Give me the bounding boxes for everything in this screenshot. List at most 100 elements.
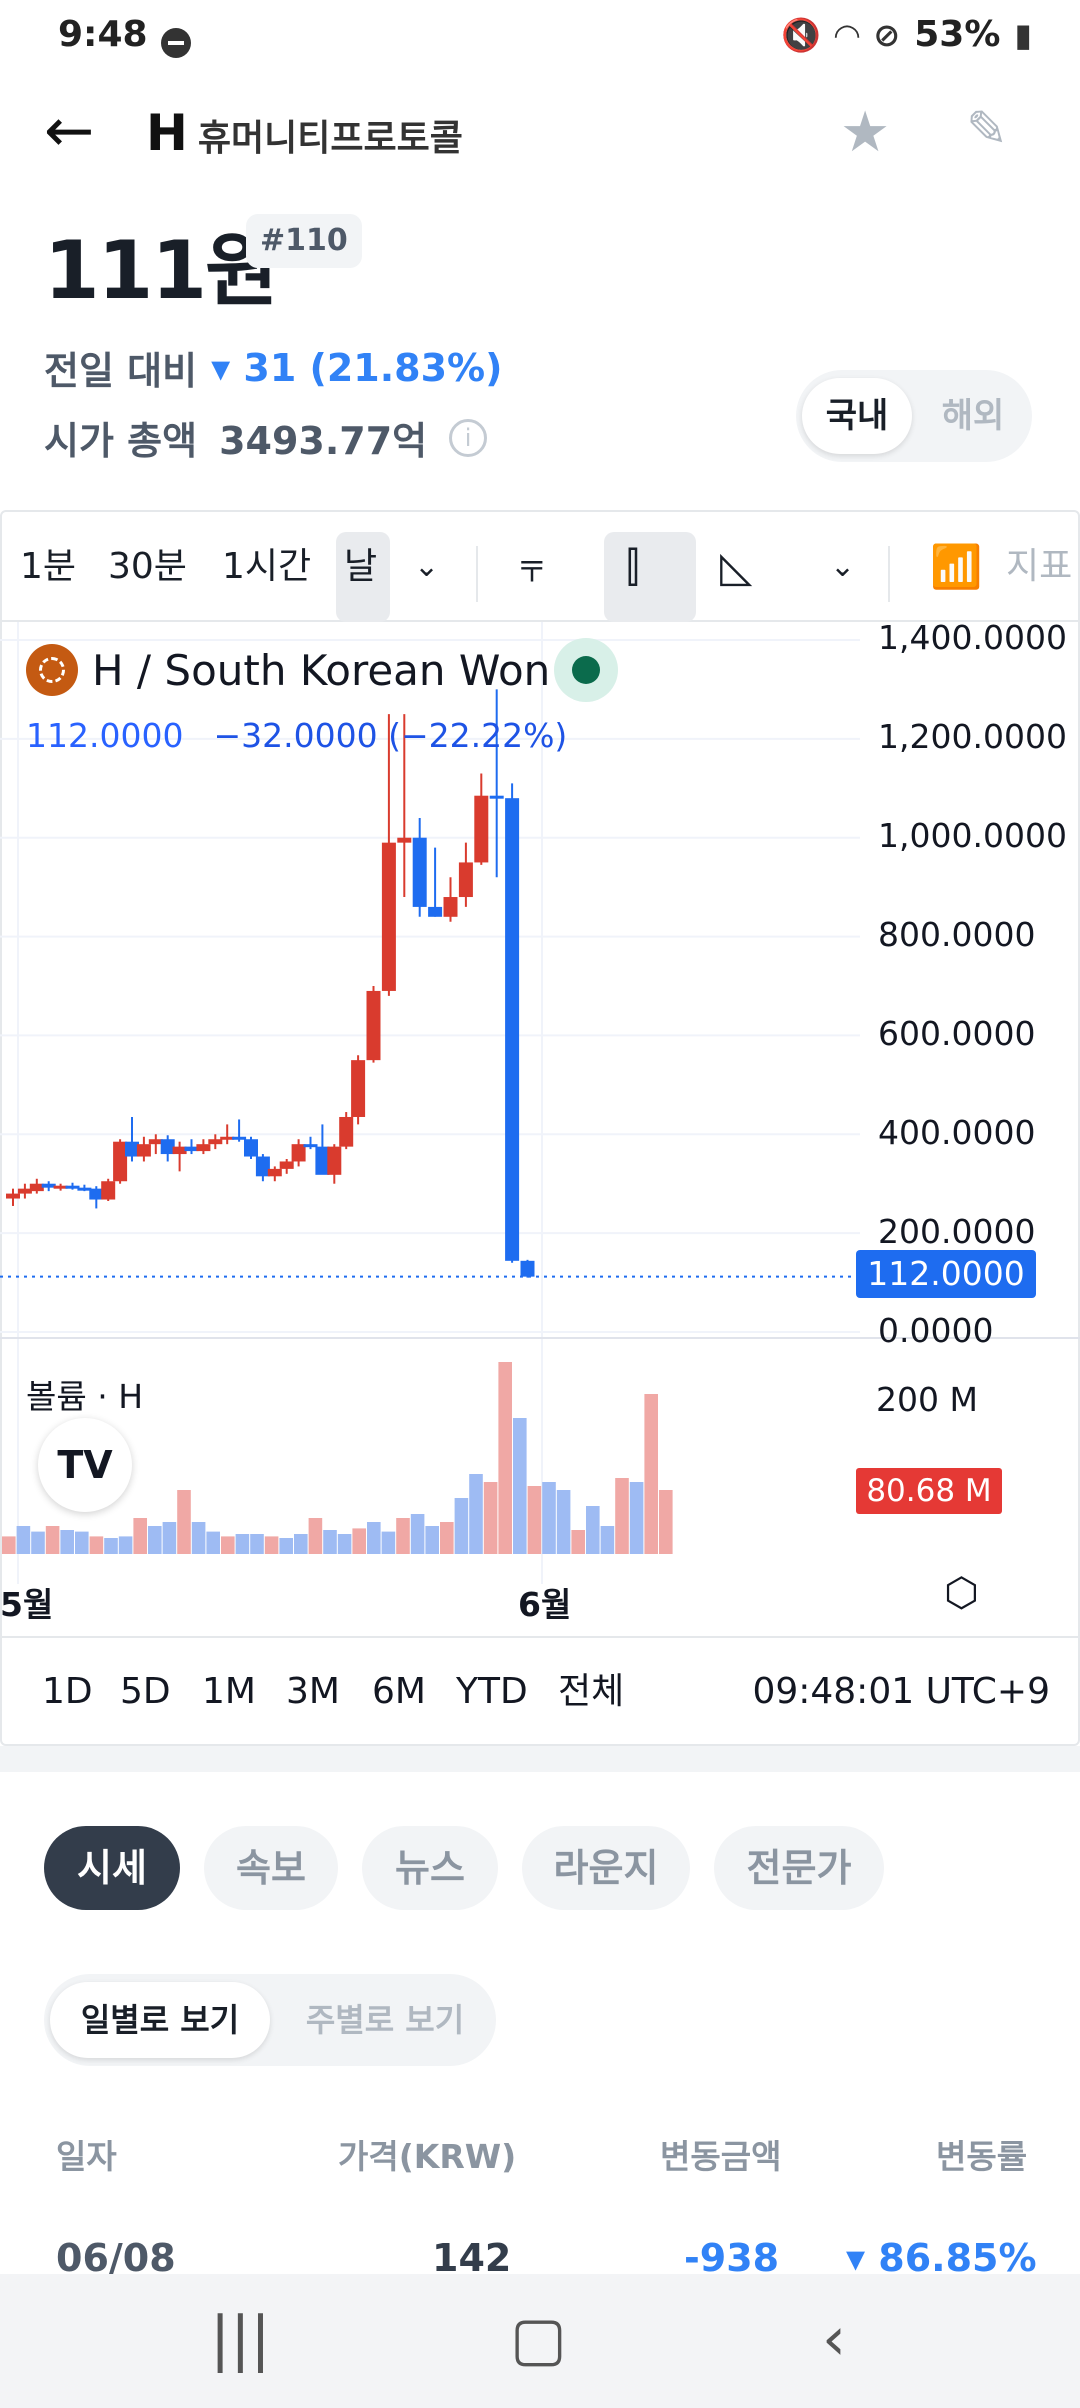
interval-dropdown-icon[interactable]: ⌄: [414, 549, 440, 584]
candle-body: [41, 1183, 56, 1188]
candle-body: [327, 1146, 342, 1175]
range-1m[interactable]: 1M: [202, 1671, 256, 1712]
system-nav-bar: ||| ▢ ‹: [0, 2274, 1080, 2408]
interval-day[interactable]: 날: [344, 546, 378, 587]
tab-breaking[interactable]: 속보: [204, 1826, 338, 1910]
indicator-icon[interactable]: 📶: [930, 542, 983, 591]
mute-icon: 🔇: [780, 15, 821, 54]
home-icon[interactable]: ▢: [510, 2304, 567, 2374]
candle-style-selected-bg: [604, 532, 696, 622]
status-time: 9:48: [58, 14, 148, 55]
change-label: 전일 대비: [44, 349, 198, 393]
chart-toolbar: 1분 30분 1시간 날 ⌄ ⫧ ⫿ ◺ ⌄ 📶 지표: [0, 512, 1080, 622]
coin-logo-icon: [26, 644, 78, 696]
chart-settings-icon[interactable]: ⬡: [944, 1570, 979, 1616]
battery-percent: 53%: [914, 14, 1001, 55]
volume-bar: [45, 1526, 60, 1554]
volume-bar: [644, 1394, 658, 1554]
range-ytd[interactable]: YTD: [456, 1671, 528, 1712]
candle-body: [443, 897, 458, 917]
interval-1h[interactable]: 1시간: [222, 546, 312, 587]
candle-body: [196, 1144, 211, 1152]
tradingview-logo-icon[interactable]: TV: [38, 1418, 132, 1512]
edit-pencil-icon[interactable]: ✎: [966, 100, 1008, 158]
candle-body: [255, 1156, 270, 1177]
back-icon[interactable]: ‹: [822, 2304, 846, 2374]
range-5d[interactable]: 5D: [120, 1671, 171, 1712]
domestic-toggle[interactable]: 국내: [802, 378, 912, 454]
interval-30m[interactable]: 30분: [108, 546, 187, 587]
tab-experts[interactable]: 전문가: [714, 1826, 884, 1910]
interval-selected-bg: [336, 532, 390, 622]
candle-body: [267, 1168, 282, 1177]
style-dropdown-icon[interactable]: ⌄: [830, 549, 856, 584]
market-cap-value: 3493.77억: [219, 419, 428, 463]
col-rate: 변동률: [936, 2137, 1028, 2176]
range-1d[interactable]: 1D: [42, 1671, 93, 1712]
candle-body: [89, 1188, 104, 1200]
candle-body: [474, 795, 489, 863]
volume-bar: [556, 1490, 571, 1554]
candle-body: [279, 1161, 294, 1169]
overseas-toggle[interactable]: 해외: [941, 396, 1005, 436]
volume-bar: [498, 1362, 512, 1554]
volume-bar: [162, 1522, 177, 1554]
volume-bar: [250, 1534, 264, 1554]
interval-1m[interactable]: 1분: [20, 546, 77, 587]
tab-lounge[interactable]: 라운지: [522, 1826, 690, 1910]
volume-bar: [60, 1530, 74, 1554]
range-6m[interactable]: 6M: [372, 1671, 426, 1712]
candle-body: [291, 1144, 306, 1162]
candle-body: [232, 1136, 247, 1140]
weekly-view-toggle[interactable]: 주별로 보기: [305, 2001, 465, 2039]
price-axis-label: 400.0000: [878, 1113, 1036, 1152]
candle-body: [136, 1144, 151, 1157]
volume-bar: [367, 1522, 381, 1554]
info-icon[interactable]: i: [449, 418, 488, 457]
candlestick-chart[interactable]: [0, 622, 1080, 1636]
col-date: 일자: [56, 2137, 117, 2176]
volume-bar: [513, 1418, 527, 1554]
candle-style-icon[interactable]: ⫿: [626, 542, 640, 591]
volume-bar: [294, 1534, 308, 1554]
volume-bar: [221, 1536, 235, 1554]
candle-body: [315, 1146, 330, 1175]
volume-bar: [381, 1531, 396, 1554]
volume-bar: [89, 1536, 104, 1554]
candle-body: [412, 837, 427, 907]
indicator-label[interactable]: 지표: [1006, 546, 1073, 587]
price-axis-label: 1,000.0000: [878, 816, 1067, 855]
back-arrow-icon[interactable]: ←: [44, 96, 95, 166]
volume-bar: [542, 1482, 556, 1554]
candle-body: [77, 1187, 92, 1191]
range-bar: 1D 5D 1M 3M 6M YTD 전체 09:48:01 UTC+9: [0, 1636, 1080, 1744]
favorite-star-icon[interactable]: ★: [840, 100, 891, 165]
volume-bar: [104, 1538, 118, 1554]
volume-bar: [31, 1531, 45, 1554]
daily-view-toggle[interactable]: 일별로 보기: [50, 1982, 270, 2058]
candle-body: [113, 1141, 128, 1182]
volume-bar: [133, 1518, 147, 1554]
current-price-tag: 112.0000: [856, 1250, 1036, 1298]
volume-bar: [527, 1486, 542, 1554]
tab-news[interactable]: 뉴스: [362, 1826, 498, 1910]
area-style-icon[interactable]: ◺: [720, 542, 753, 591]
bar-style-icon[interactable]: ⫧: [520, 542, 544, 591]
volume-bar: [586, 1506, 600, 1554]
price-axis-label: 0.0000: [878, 1311, 994, 1350]
volume-bar: [410, 1514, 425, 1554]
volume-bar: [16, 1526, 31, 1554]
volume-title: 볼륨 · H: [26, 1377, 144, 1416]
col-price: 가격(KRW): [338, 2137, 517, 2176]
recent-apps-icon[interactable]: |||: [210, 2304, 271, 2374]
volume-bar: [308, 1518, 323, 1554]
market-status-dot[interactable]: [554, 638, 618, 702]
tab-price[interactable]: 시세: [44, 1826, 180, 1910]
volume-bar: [206, 1531, 220, 1554]
range-3m[interactable]: 3M: [286, 1671, 340, 1712]
volume-bar: [615, 1478, 629, 1554]
candle-body: [125, 1141, 139, 1157]
toolbar-divider: [476, 546, 478, 602]
volume-bar: [323, 1530, 337, 1554]
range-all[interactable]: 전체: [558, 1671, 625, 1712]
